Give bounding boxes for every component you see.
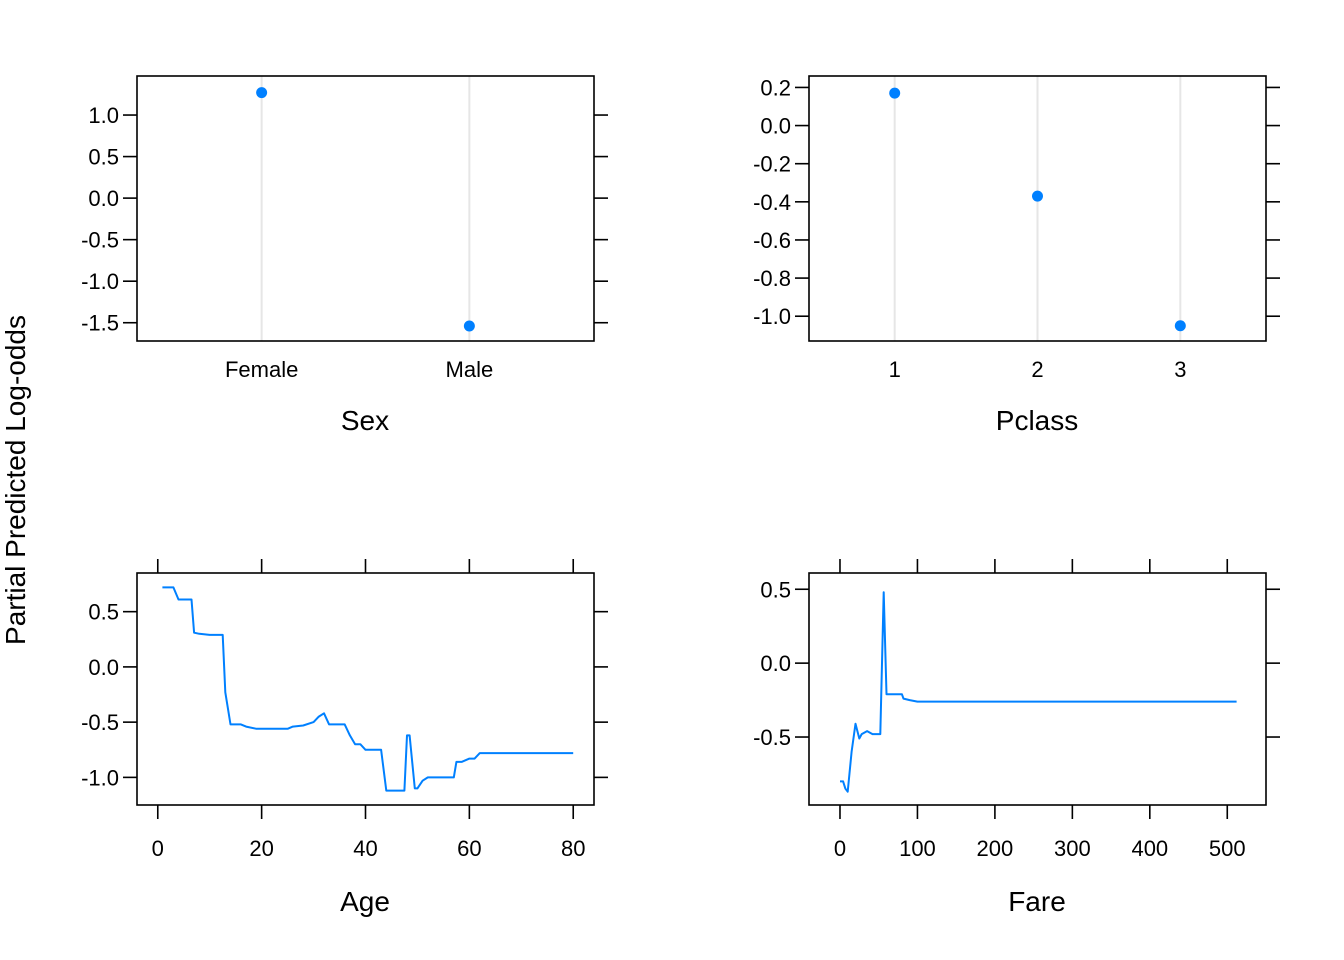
data-point (256, 87, 268, 99)
x-tick-label: 2 (1031, 357, 1043, 382)
y-tick-label: -0.2 (753, 152, 791, 177)
panel-fare: -0.5 0.0 0.5 0 100 200 300 400 500 Fare (753, 559, 1280, 917)
x-tick-label: 3 (1174, 357, 1186, 382)
y-tick-label: 0.0 (88, 186, 119, 211)
x-axis-title: Fare (1008, 886, 1066, 917)
x-tick-label: 0 (834, 836, 846, 861)
y-tick-label: -1.5 (81, 311, 119, 336)
data-point (1032, 190, 1043, 202)
x-tick-label: 1 (889, 357, 901, 382)
x-tick-label: 60 (457, 836, 481, 861)
y-tick-label: 0.5 (760, 577, 791, 602)
y-tick-label: 0.0 (88, 655, 119, 680)
x-tick-label: 80 (561, 836, 585, 861)
x-tick-label: 40 (353, 836, 377, 861)
x-tick-label: 500 (1209, 836, 1246, 861)
plot-frame (136, 75, 595, 342)
x-axis-title: Age (340, 886, 390, 917)
panel-age: -1.0 -0.5 0.0 0.5 0 20 40 60 80 Age (81, 559, 608, 917)
panel-sex: -1.5 -1.0 -0.5 0.0 0.5 1.0 Female Male Sex (81, 75, 608, 436)
panel-pclass: -1.0 -0.8 -0.6 -0.4 -0.2 0.0 0.2 1 2 3 Pclass (753, 75, 1280, 436)
series-line (162, 586, 574, 792)
y-tick-label: 0.5 (88, 145, 119, 170)
x-tick-label: 0 (152, 836, 164, 861)
shared-y-axis-title: Partial Predicted Log-odds (0, 315, 31, 645)
x-tick-label: Female (225, 357, 298, 382)
x-tick-label: 20 (249, 836, 273, 861)
data-point (1174, 320, 1186, 332)
data-point (889, 87, 901, 99)
y-tick-label: -1.0 (753, 304, 791, 329)
y-tick-label: -0.5 (81, 228, 119, 253)
x-tick-label: 100 (899, 836, 936, 861)
plot-frame (136, 572, 595, 806)
x-tick-label: Male (446, 357, 494, 382)
y-tick-label: 1.0 (88, 103, 119, 128)
x-axis-title: Sex (341, 405, 389, 436)
y-tick-label: 0.0 (760, 651, 791, 676)
plot-frame (808, 572, 1267, 806)
x-axis-title: Pclass (996, 405, 1078, 436)
series-line (840, 591, 1237, 793)
y-tick-label: -1.0 (81, 269, 119, 294)
y-tick-label: -0.5 (81, 710, 119, 735)
data-point (463, 320, 475, 332)
y-tick-label: 0.2 (760, 75, 791, 100)
x-tick-label: 200 (977, 836, 1014, 861)
y-tick-label: -0.8 (753, 266, 791, 291)
y-tick-label: 0.5 (88, 600, 119, 625)
x-tick-label: 300 (1054, 836, 1091, 861)
y-tick-label: -0.4 (753, 190, 791, 215)
y-tick-label: -1.0 (81, 765, 119, 790)
y-tick-label: -0.5 (753, 725, 791, 750)
y-tick-label: 0.0 (760, 114, 791, 139)
x-tick-label: 400 (1131, 836, 1168, 861)
plot-frame (808, 75, 1267, 342)
y-tick-label: -0.6 (753, 228, 791, 253)
